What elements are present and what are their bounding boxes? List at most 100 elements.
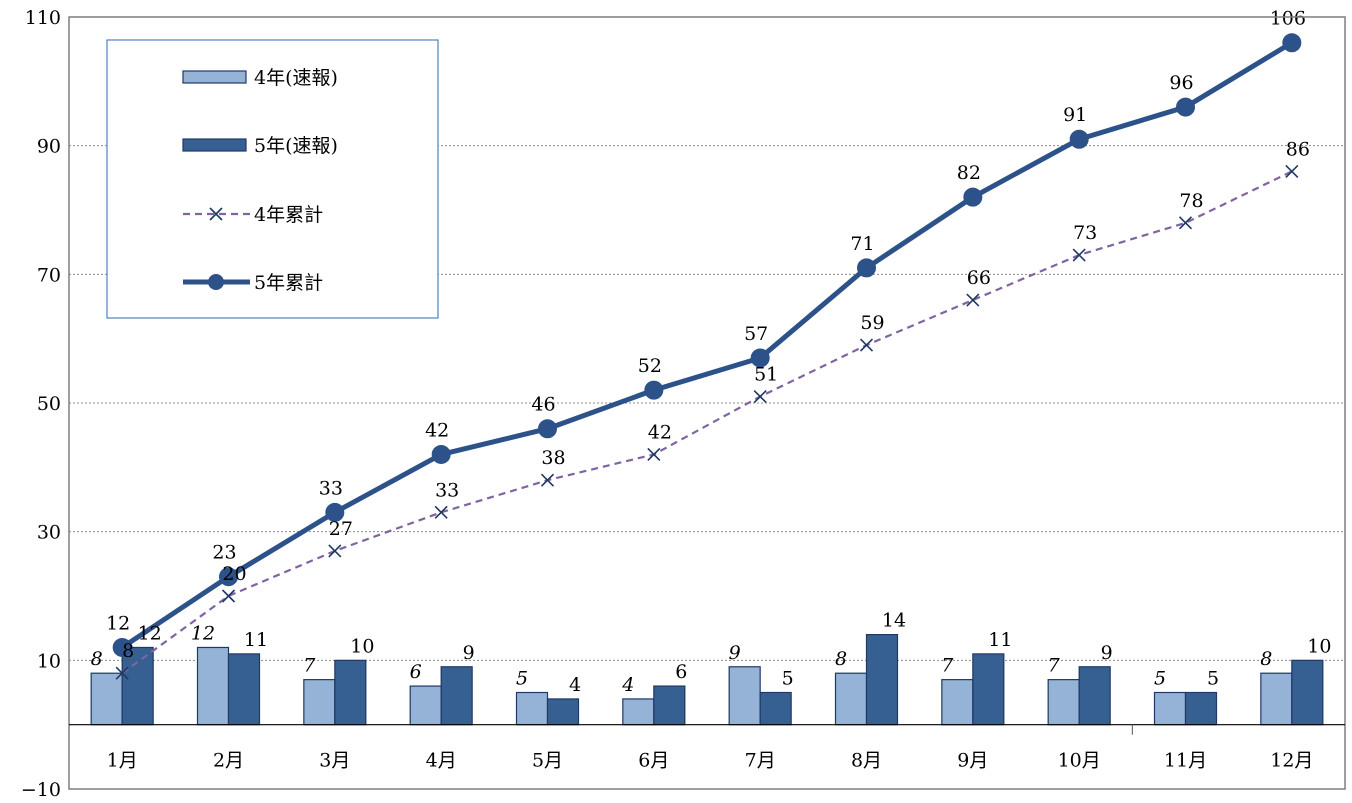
legend-label: 5年(速報) — [254, 135, 338, 157]
line-marker-circle — [1282, 33, 1302, 53]
legend-swatch — [182, 138, 247, 152]
line-data-label: 20 — [222, 563, 246, 585]
x-tick-label: 4月 — [426, 750, 457, 772]
y-tick-label: 70 — [37, 264, 61, 286]
bar — [90, 672, 123, 726]
bar-data-label: 5 — [782, 668, 794, 690]
legend-marker-x — [209, 207, 223, 221]
bar-data-label: 7 — [941, 655, 954, 677]
bar — [834, 672, 868, 726]
bar — [515, 691, 549, 726]
line-marker-circle — [431, 444, 451, 464]
x-tick-label: 10月 — [1058, 750, 1101, 772]
x-tick-label: 6月 — [638, 750, 669, 772]
bar-data-label: 5 — [1154, 668, 1166, 690]
legend-marker-circle — [208, 274, 224, 290]
bar-data-label: 10 — [350, 635, 374, 657]
bar-data-label: 9 — [729, 642, 741, 664]
bar — [121, 646, 154, 726]
bar — [546, 698, 580, 726]
bar-data-label: 9 — [1101, 642, 1113, 664]
bar-data-label: 6 — [410, 661, 422, 683]
y-tick-label: 10 — [37, 650, 61, 672]
bar — [728, 666, 761, 726]
line-marker-x — [1072, 248, 1086, 262]
bar-data-label: 14 — [882, 610, 906, 632]
x-tick-label: 11月 — [1164, 750, 1207, 772]
line-data-label: 86 — [1286, 138, 1310, 160]
line-marker-circle — [1176, 97, 1195, 117]
line-series-5yr-cumulative — [120, 40, 1294, 650]
bar-data-label: 8 — [1260, 648, 1272, 670]
axes: −10 10 30 50 70 90 110 1月 2月 3月 4月 5月 6月 7月 8月 9月 10月 11月… — [21, 7, 1346, 801]
x-tick-label: 5月 — [532, 750, 563, 772]
line-data-label: 27 — [329, 518, 353, 540]
bar — [653, 685, 686, 726]
line-marker-x — [540, 473, 555, 487]
x-tick-label: 7月 — [745, 750, 776, 772]
y-tick-label: 30 — [37, 522, 61, 544]
bar — [227, 653, 261, 726]
bar — [1153, 691, 1187, 726]
line-data-label: 8 — [122, 640, 134, 662]
line-marker-x — [859, 338, 874, 352]
legend-label: 4年累計 — [254, 204, 323, 226]
x-tick-label: 1月 — [107, 750, 138, 772]
bar-data-label: 4 — [621, 674, 634, 696]
bar-data-label: 7 — [303, 655, 316, 677]
legend-swatch — [182, 70, 247, 84]
line-marker-circle — [963, 187, 983, 207]
legend: 4年(速報) 5年(速報) 4年累計 5年累計 — [106, 39, 439, 319]
line-marker-x — [647, 447, 661, 462]
line-marker-x — [966, 293, 980, 307]
bars — [90, 633, 1324, 726]
x-tick-label: 9月 — [957, 750, 988, 772]
bar — [303, 679, 336, 726]
legend-box — [106, 39, 439, 319]
line-marker-x — [434, 505, 448, 519]
line-marker-x — [115, 666, 129, 680]
bar — [865, 633, 899, 726]
line-data-label: 42 — [648, 421, 672, 443]
legend-label: 5年累計 — [254, 272, 323, 294]
line-marker-x — [753, 390, 767, 404]
line-data-label: 23 — [212, 542, 236, 564]
line-marker-x — [1178, 216, 1193, 230]
line-marker-circle — [219, 567, 238, 587]
line-series-4yr-cumulative — [121, 170, 1293, 675]
legend-label: 4年(速報) — [254, 67, 338, 89]
line-data-label: 59 — [860, 312, 884, 334]
bar-data-label: 7 — [1048, 655, 1061, 677]
line-marker-circle — [750, 348, 770, 368]
bar-data-label: 6 — [675, 661, 687, 683]
line-data-label: 71 — [850, 233, 874, 255]
line-marker-circle — [112, 637, 132, 657]
line-data-label: 52 — [638, 355, 662, 377]
bar — [1047, 679, 1080, 726]
line-marker-x — [221, 589, 236, 603]
bar-data-label: 8 — [91, 648, 103, 670]
line-data-label: 33 — [435, 479, 459, 501]
bar — [1260, 672, 1293, 726]
bar — [1078, 666, 1111, 726]
bar — [196, 646, 230, 726]
bar — [622, 698, 655, 726]
y-tick-label: 90 — [37, 136, 61, 158]
line-data-label: 46 — [531, 394, 555, 416]
line-data-label: 42 — [425, 419, 449, 441]
markers — [112, 33, 1302, 680]
line-marker-x — [1285, 164, 1299, 178]
line-marker-circle — [1069, 129, 1089, 149]
bar-data-label: 8 — [835, 648, 847, 670]
y-tick-label: 50 — [37, 393, 61, 415]
lines — [120, 40, 1294, 675]
bar-data-label: 11 — [988, 629, 1012, 651]
x-tick-label: 3月 — [319, 750, 350, 772]
bar-data-label: 5 — [1207, 668, 1219, 690]
line-marker-circle — [325, 502, 345, 522]
line-data-label: 73 — [1073, 222, 1097, 244]
line-data-label: 57 — [744, 323, 768, 345]
bar-data-label: 12 — [191, 622, 215, 644]
